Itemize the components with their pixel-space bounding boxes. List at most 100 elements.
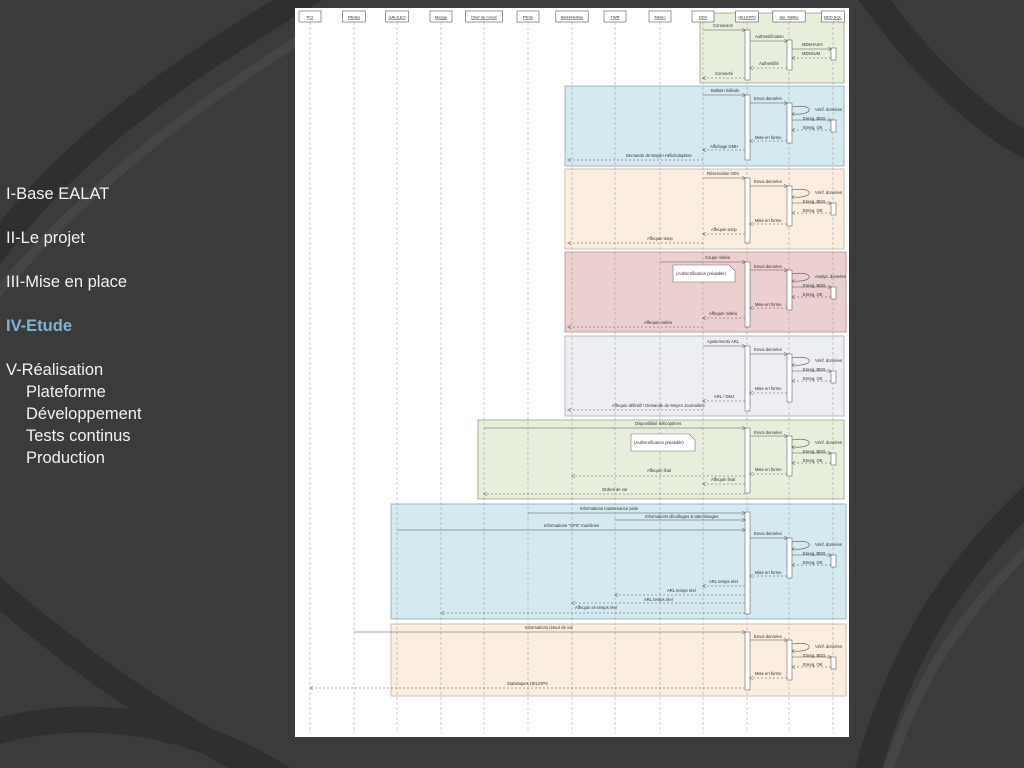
message-labels: Connexion Authentification MD5HASH MD5SU… xyxy=(507,23,846,686)
label-enreg-ok: Enreg. OK xyxy=(803,458,823,463)
lifeline-header-box xyxy=(691,10,715,23)
label-enreg-bdd: Enreg. BDD xyxy=(803,199,825,204)
lifeline-header-label: Chef de Corps xyxy=(471,15,497,20)
label-analys-donnees: Analys. données xyxy=(815,274,846,279)
label-note-auth-2: (Authentification préalable) xyxy=(634,440,684,445)
label-envoi-donnees: Envoi données xyxy=(754,96,782,101)
label-info-decollages: Informations décollages & atterrissages xyxy=(645,514,718,519)
lifeline-header-box xyxy=(342,10,366,23)
note-authentification-dispo xyxy=(630,433,696,452)
frame-disponibilite xyxy=(477,419,845,500)
label-mise-en-forme: Mise en forme xyxy=(755,671,782,676)
label-mise-en-forme: Mise en forme xyxy=(755,302,782,307)
lifeline-header-box xyxy=(429,10,453,23)
lifeline-header-box xyxy=(821,10,845,23)
label-mise-en-forme: Mise en forme xyxy=(755,135,782,140)
frame-temps-reel xyxy=(390,503,847,620)
label-enreg-ok: Enreg. OK xyxy=(803,125,823,130)
label-info-maintenance: Informations maintenance piste xyxy=(580,506,639,511)
label-enreg-ok: Enreg. OK xyxy=(803,560,823,565)
label-info-retour-vol: Informations retour de vol xyxy=(525,625,573,630)
label-envoi-donnees: Envoi données xyxy=(754,264,782,269)
outline-subitem-production: Production xyxy=(26,449,105,467)
label-verif-donnees: Vérif. données xyxy=(815,358,842,363)
label-enreg-bdd: Enreg. BDD xyxy=(803,653,825,658)
label-enreg-bdd: Enreg. BDD xyxy=(803,116,825,121)
label-demande-moyen: Demande de Moyen Hélicholoptère xyxy=(626,153,692,158)
label-md5hash: MD5HASH xyxy=(802,42,822,47)
label-authentification: Authentification xyxy=(755,34,784,39)
label-envoi-donnees: Envoi données xyxy=(754,179,782,184)
label-verif-donnees: Vérif. données xyxy=(815,644,842,649)
label-envoi-donnees: Envoi données xyxy=(754,531,782,536)
label-enreg-bdd: Enreg. BDD xyxy=(803,367,825,372)
label-arl-temps-reel: ARL temps réel xyxy=(709,579,738,584)
label-info-gps: Informations "GPS" machines xyxy=(544,523,599,528)
label-mise-en-forme: Mise en forme xyxy=(755,467,782,472)
label-enreg-ok: Enreg. OK xyxy=(803,662,823,667)
sequence-diagram-canvas: PCI Pilotes GALILEO Mesge Chef de Corps Pilot… xyxy=(298,10,847,733)
label-md5sum: MD5SUM xyxy=(802,51,821,56)
lifeline-header-label: PCI xyxy=(307,15,314,20)
frame-authentication xyxy=(699,12,845,84)
lifeline-header-label: BDD SQL xyxy=(824,15,842,20)
label-enreg-bdd: Enreg. BDD xyxy=(803,551,825,556)
lifeline-header-label: GALILEO xyxy=(388,15,405,20)
label-authentifie: Authentifié xyxy=(759,61,779,66)
lifeline-header-label: BGH/Heli/av xyxy=(561,15,583,20)
label-statistiques-heliops: Statistiques HELIOPS xyxy=(507,681,548,686)
activation-bars xyxy=(744,29,837,691)
lifeline-header-box xyxy=(465,10,503,23)
sequence-diagram: PCI Pilotes GALILEO Mesge Chef de Corps Pilot… xyxy=(295,8,849,737)
label-enreg-ok: Enreg. OK xyxy=(803,376,823,381)
label-enreg-ok: Enreg. OK xyxy=(803,208,823,213)
lifeline-header-label: Météo xyxy=(654,15,666,20)
label-verif-donnees: Vérif. données xyxy=(815,107,842,112)
label-note-auth: (Authentification préalable) xyxy=(676,271,726,276)
label-envoi-donnees: Envoi données xyxy=(754,634,782,639)
lifeline-header-box xyxy=(516,10,540,23)
label-affequin-temp-2: Affequin temp xyxy=(647,236,673,241)
label-arl-temps-reel-3: ARL temps réel xyxy=(644,597,673,602)
outline-item-mise-en-place: III-Mise en place xyxy=(6,273,128,291)
lifeline-header-box xyxy=(555,10,589,23)
label-arl-temps-reel-2: ARL temps réel xyxy=(667,588,696,593)
frame-retour-vol xyxy=(390,623,847,697)
label-affequin-meteo: Affequin météo xyxy=(709,311,738,316)
lifeline-header-label: DDV xyxy=(699,15,708,20)
label-ordres-de-vol: Ordres de vol xyxy=(602,487,627,492)
label-affequin-final-2: Affequin final xyxy=(711,477,735,482)
label-arl-dmj: ARL / DMJ xyxy=(714,394,734,399)
label-disponibilite: Disponibilité hélicoptères xyxy=(635,421,681,426)
outline-item-le-projet: II-Le projet xyxy=(6,229,85,247)
label-enreg-bdd: Enreg. BDD xyxy=(803,449,825,454)
lifeline-header-label: Pilotes xyxy=(348,15,360,20)
lifeline-header-label: Ser. Métier xyxy=(779,15,799,20)
note-authentification-meteo xyxy=(672,264,736,283)
lifeline-header-label: HELIOPS xyxy=(738,15,756,20)
outline-item-base-ealat: I-Base EALAT xyxy=(6,185,110,203)
label-verif-donnees: Vérif. données xyxy=(815,190,842,195)
label-connecte: Connecté xyxy=(715,71,734,76)
lifeline-header-box xyxy=(603,10,627,23)
slide-outline: I-Base EALAT II-Le projet III-Mise en pl… xyxy=(6,183,142,469)
outline-subitem-tests-continus: Tests continus xyxy=(26,427,131,445)
label-affequin-temps-reel: Affequin en temps réel xyxy=(575,605,617,610)
lifeline-header-box xyxy=(298,10,322,23)
label-affequin-definitif: Affequin définitif / Demande de Moyen Jo… xyxy=(612,403,705,408)
label-connexion: Connexion xyxy=(713,23,734,28)
label-verif-donnees: Vérif. données xyxy=(815,542,842,547)
label-affequin-temp: Affequin temp xyxy=(711,227,737,232)
label-envoi-donnees: Envoi données xyxy=(754,430,782,435)
label-mise-en-forme: Mise en forme xyxy=(755,570,782,575)
label-bulletin: Bulletin héliodo xyxy=(711,88,740,93)
lifeline-header-box xyxy=(772,10,806,23)
lifeline-header-label: Mesge xyxy=(435,15,448,20)
label-reservation: Réservation HDV xyxy=(707,171,740,176)
label-affequin-final: Affequin final xyxy=(647,468,671,473)
frame-bulletin xyxy=(564,85,845,167)
note-boxes xyxy=(630,264,736,452)
label-affichage-dmh: Affichage DMH xyxy=(710,144,738,149)
label-mise-en-forme: Mise en forme xyxy=(755,218,782,223)
